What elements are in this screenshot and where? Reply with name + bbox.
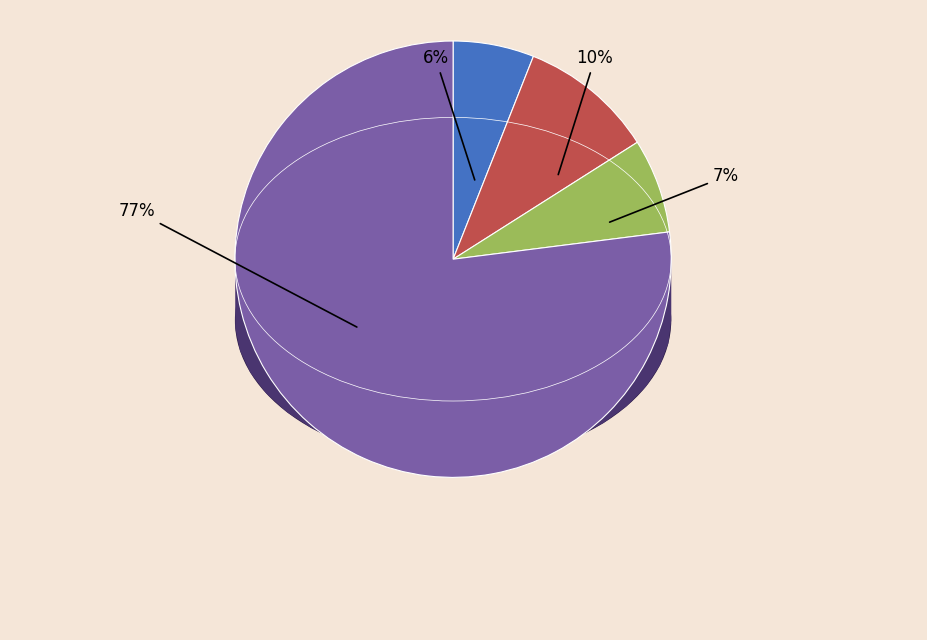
Text: 77%: 77% [119, 202, 357, 327]
Ellipse shape [235, 179, 670, 462]
Wedge shape [452, 56, 637, 259]
Wedge shape [235, 41, 670, 477]
Text: 10%: 10% [558, 49, 613, 175]
Text: 7%: 7% [609, 167, 738, 222]
Wedge shape [452, 41, 533, 259]
Wedge shape [452, 142, 669, 259]
Text: 6%: 6% [422, 49, 475, 180]
Polygon shape [235, 259, 670, 462]
